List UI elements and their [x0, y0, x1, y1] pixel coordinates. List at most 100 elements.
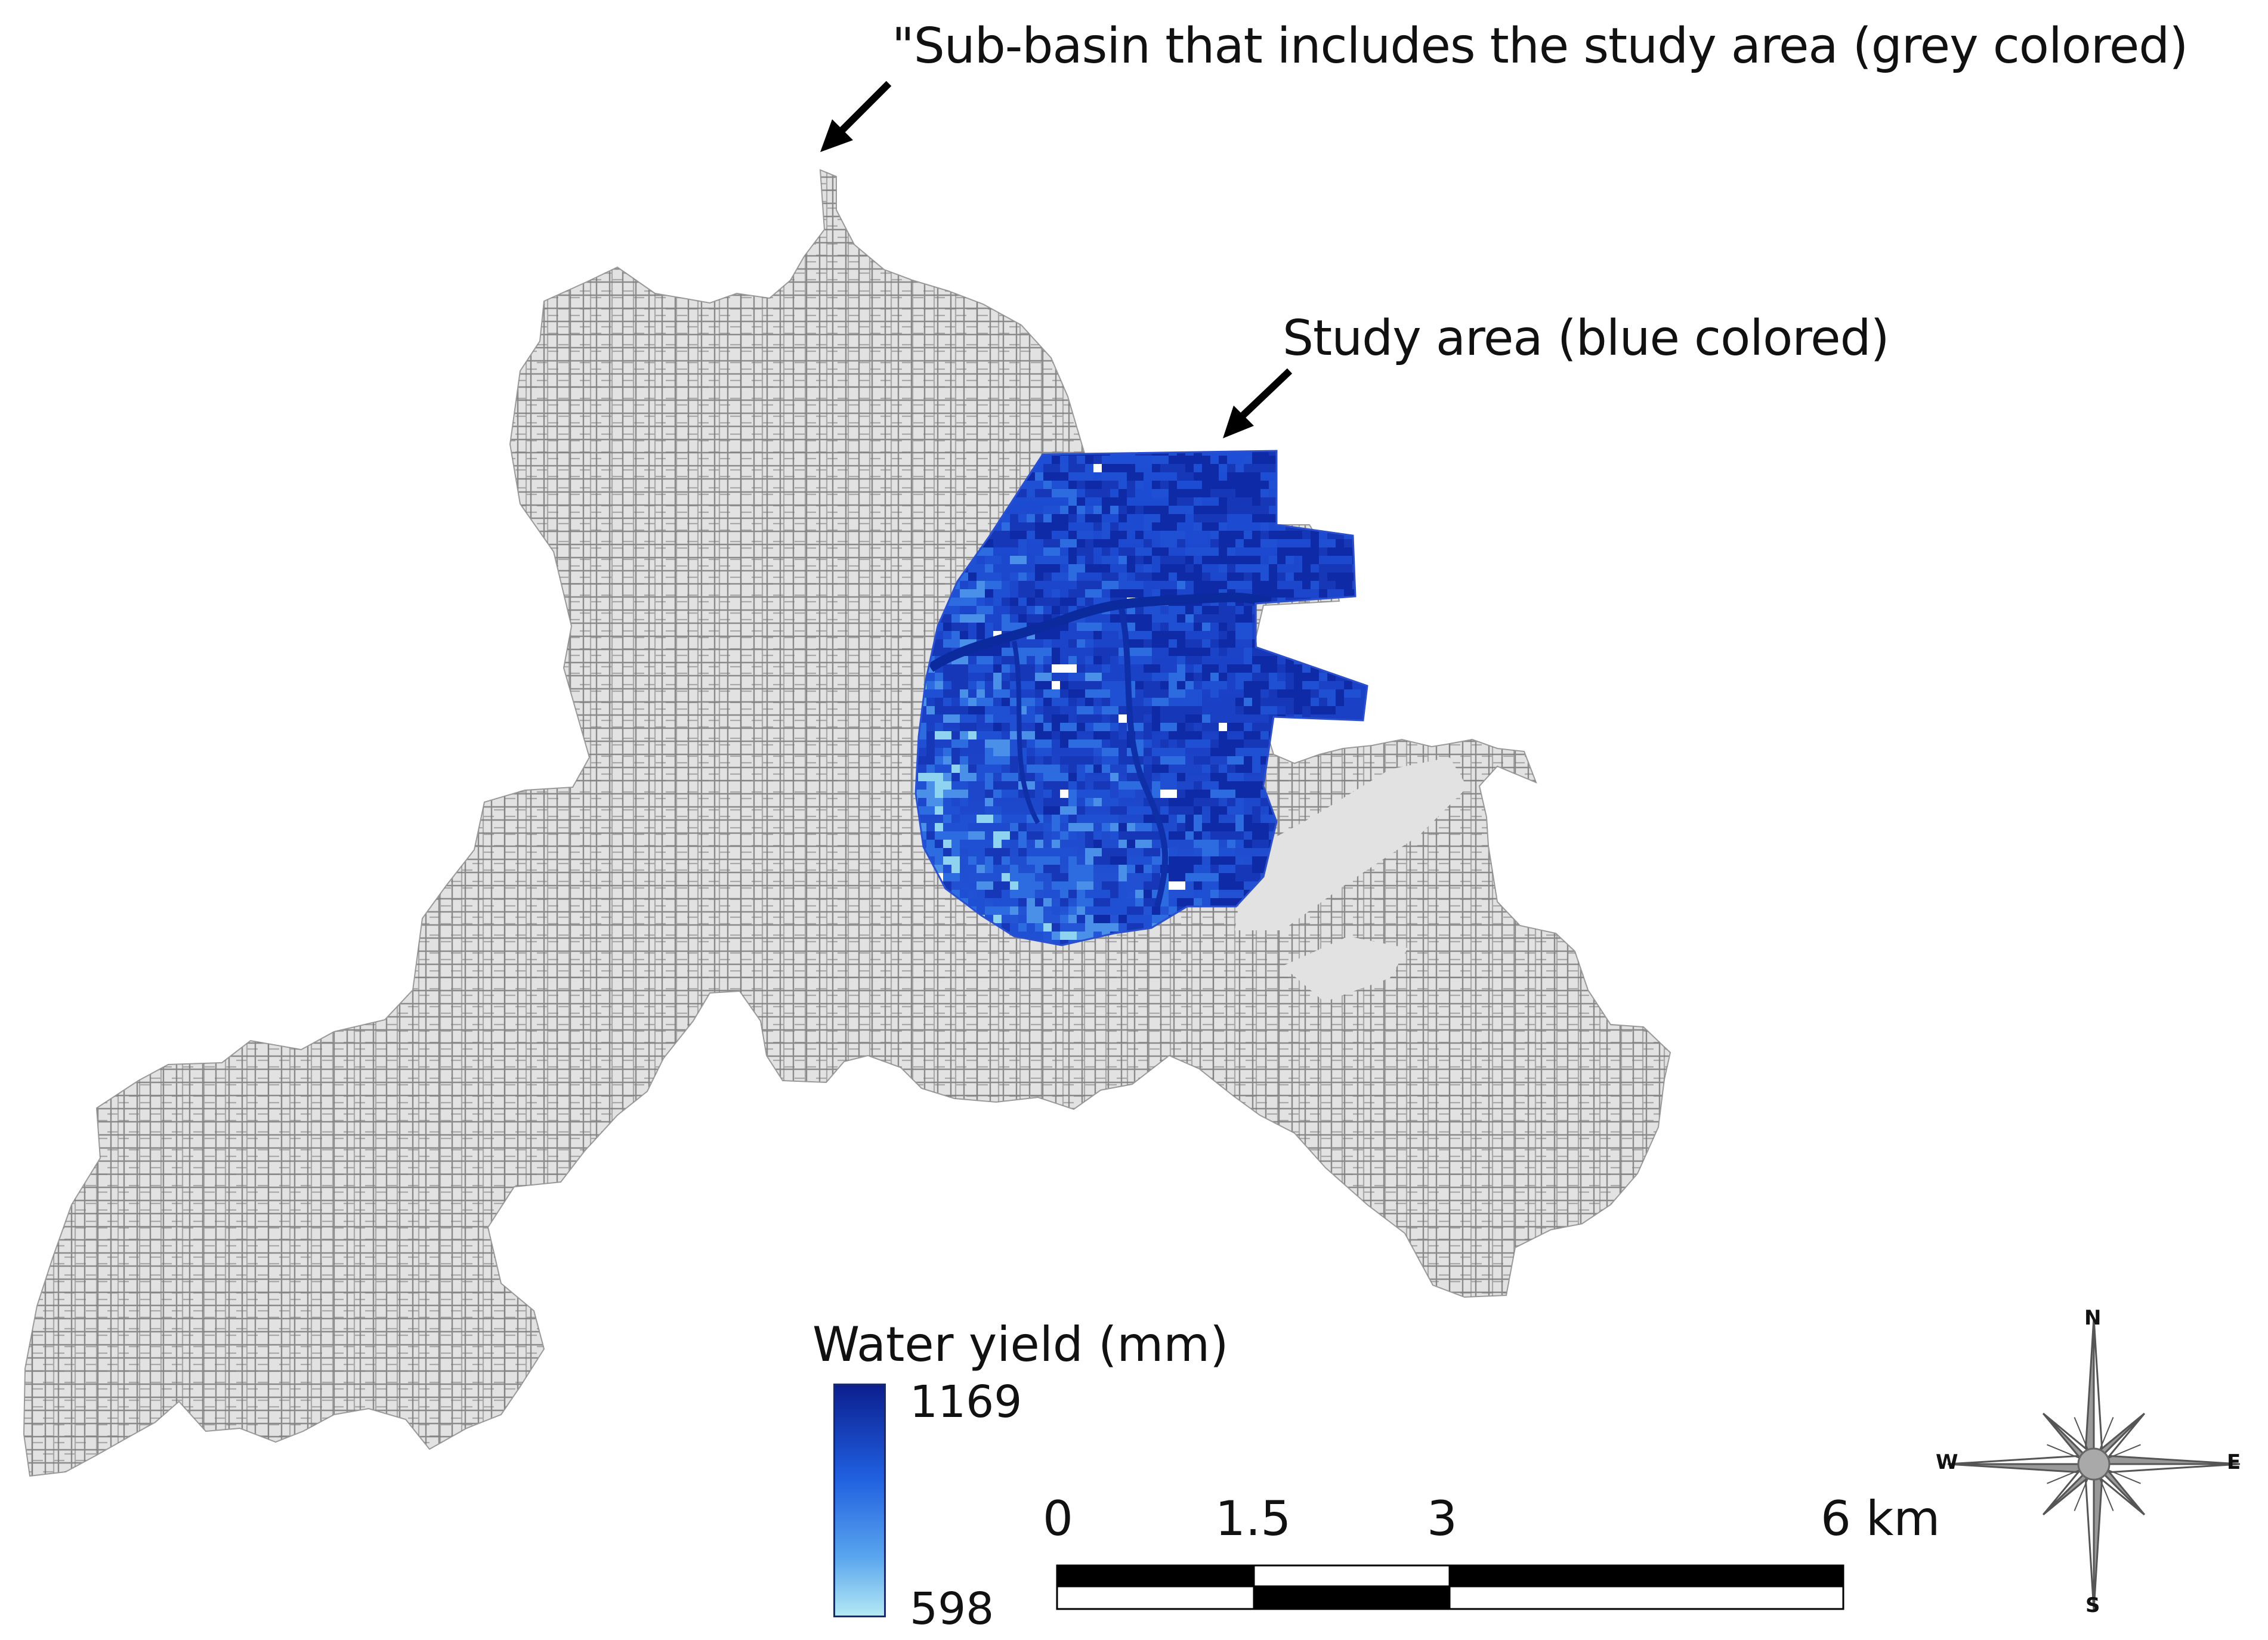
raster-cell — [1043, 781, 1052, 790]
raster-cell — [1294, 698, 1311, 706]
raster-cell — [977, 881, 993, 890]
raster-cell — [1135, 840, 1152, 848]
raster-cell — [1110, 856, 1118, 865]
raster-cell — [1043, 890, 1060, 898]
raster-cell — [960, 815, 977, 823]
raster-cell — [935, 756, 943, 765]
raster-cell — [1361, 614, 1367, 623]
raster-cell — [1144, 573, 1152, 581]
raster-cell — [1060, 731, 1077, 739]
raster-cell — [1269, 673, 1277, 681]
raster-cell — [1252, 656, 1269, 664]
raster-cell — [1227, 831, 1244, 840]
raster-cell — [1302, 497, 1327, 506]
raster-cell — [1244, 648, 1252, 656]
raster-cell — [1077, 664, 1085, 673]
raster-cell — [1077, 739, 1085, 748]
raster-cell — [993, 756, 1010, 765]
raster-cell — [1260, 531, 1269, 539]
raster-cell — [1135, 856, 1152, 865]
raster-cell — [1336, 464, 1344, 472]
raster-cell — [1227, 723, 1244, 731]
raster-cell — [1235, 631, 1252, 639]
raster-cell — [1135, 906, 1144, 915]
raster-cell — [1327, 739, 1336, 748]
raster-cell — [1311, 631, 1327, 639]
raster-cell — [1068, 890, 1077, 898]
raster-cell — [1219, 739, 1244, 748]
raster-cell — [1235, 840, 1244, 848]
raster-cell — [1035, 681, 1052, 689]
raster-cell — [1302, 472, 1311, 481]
raster-cell — [1052, 714, 1068, 723]
compass-rose-icon — [1947, 1317, 2241, 1611]
raster-cell — [1152, 573, 1169, 581]
raster-cell — [1018, 581, 1035, 589]
raster-cell — [1060, 898, 1068, 906]
raster-cell — [1369, 506, 1394, 514]
raster-cell — [1043, 698, 1052, 706]
raster-cell — [1194, 623, 1202, 631]
raster-cell — [1068, 573, 1077, 581]
raster-cell — [1269, 564, 1277, 573]
raster-cell — [1294, 631, 1302, 639]
raster-cell — [1018, 656, 1027, 664]
raster-cell — [1068, 756, 1093, 765]
raster-cell — [1068, 681, 1077, 689]
raster-cell — [1043, 464, 1060, 472]
raster-cell — [1068, 848, 1077, 856]
raster-cell — [1010, 890, 1035, 898]
raster-cell — [985, 739, 1010, 748]
raster-cell — [1144, 664, 1160, 673]
raster-cell — [1319, 706, 1336, 714]
raster-cell — [1344, 689, 1361, 698]
raster-cell — [943, 815, 951, 823]
raster-cell — [1177, 451, 1185, 456]
raster-cell — [1344, 598, 1361, 606]
raster-cell — [1068, 856, 1077, 865]
raster-cell — [1052, 873, 1068, 881]
raster-cell — [1344, 451, 1367, 456]
raster-cell — [1085, 673, 1102, 681]
raster-cell — [1127, 856, 1135, 865]
raster-cell — [1110, 848, 1118, 856]
raster-cell — [1344, 681, 1352, 689]
raster-cell — [1135, 606, 1144, 614]
raster-cell — [1043, 923, 1052, 932]
raster-cell — [1185, 623, 1194, 631]
raster-cell — [1344, 539, 1367, 547]
raster-cell — [1035, 898, 1043, 906]
raster-cell — [1018, 673, 1035, 681]
raster-cell — [1068, 506, 1077, 514]
raster-cell — [1027, 906, 1043, 915]
raster-cell — [1144, 739, 1152, 748]
raster-cell — [1052, 940, 1060, 945]
raster-cell — [1093, 723, 1102, 731]
raster-cell — [1052, 664, 1077, 673]
raster-cell — [1235, 748, 1252, 756]
raster-cell — [1043, 573, 1052, 581]
raster-cell — [1110, 451, 1135, 456]
raster-cell — [1177, 773, 1185, 781]
raster-cell — [1068, 514, 1077, 522]
raster-cell — [1052, 840, 1060, 848]
raster-cell — [1260, 522, 1269, 531]
raster-cell — [1027, 773, 1035, 781]
raster-cell — [1085, 489, 1110, 497]
raster-cell — [1085, 456, 1093, 464]
raster-cell — [1085, 906, 1110, 915]
raster-cell — [977, 815, 993, 823]
raster-cell — [1093, 456, 1102, 464]
raster-cell — [1244, 731, 1260, 739]
raster-cell — [1202, 756, 1210, 765]
raster-cell — [1035, 831, 1043, 840]
raster-cell — [1043, 806, 1052, 815]
raster-cell — [1077, 932, 1093, 940]
raster-cell — [1118, 873, 1127, 881]
raster-cell — [1160, 556, 1185, 564]
raster-cell — [985, 623, 993, 631]
raster-cell — [1194, 806, 1202, 815]
raster-cell — [1260, 614, 1286, 623]
raster-cell — [1344, 481, 1361, 489]
